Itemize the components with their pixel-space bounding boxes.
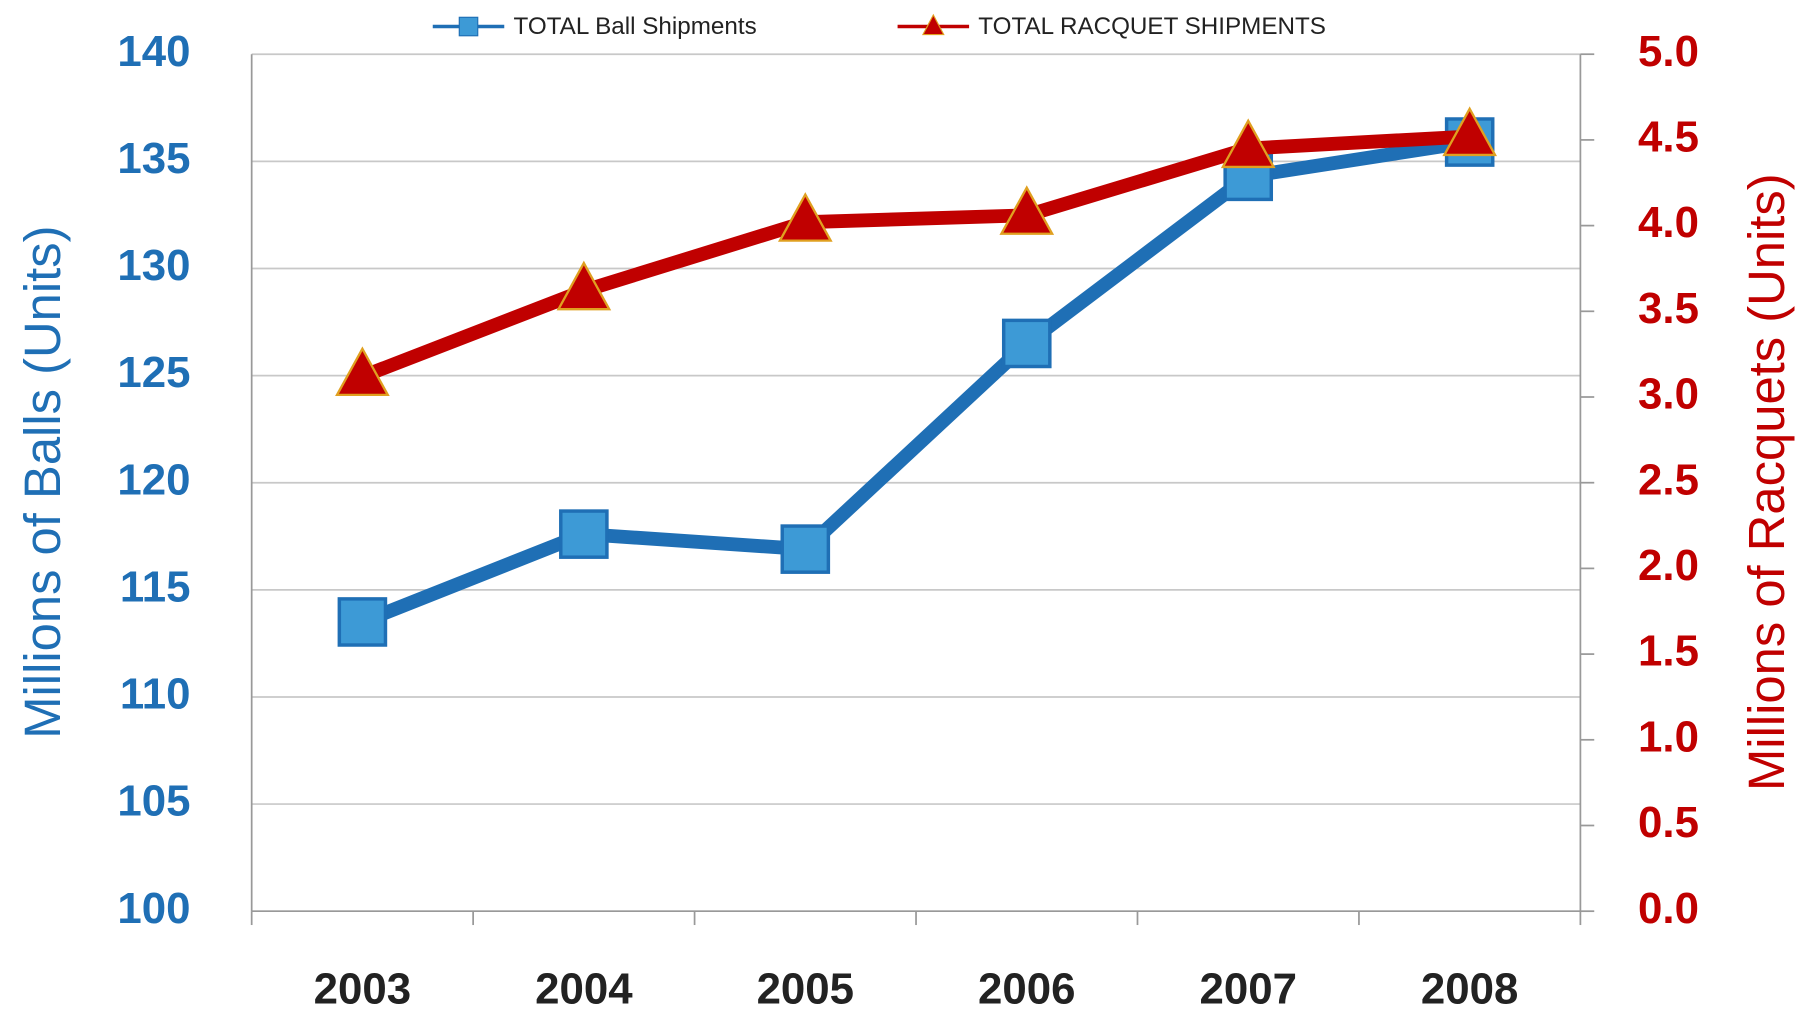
y2-tick-label: 5.0 [1638, 27, 1699, 76]
data-point [337, 597, 388, 647]
y-tick-label: 135 [117, 134, 190, 183]
y2-tick-label: 0.0 [1638, 884, 1699, 933]
data-point [1442, 106, 1497, 157]
data-point [1001, 318, 1052, 369]
data-point [335, 346, 390, 397]
legend-label: TOTAL Ball Shipments [513, 13, 756, 40]
y-tick-label: 130 [117, 241, 190, 290]
series-line [359, 129, 1471, 383]
y-tick-label: 125 [117, 348, 190, 397]
y2-tick-label: 1.5 [1638, 627, 1699, 676]
y2-tick-label: 4.0 [1638, 198, 1699, 247]
y-tick-label: 140 [117, 27, 190, 76]
y-tick-label: 115 [120, 562, 191, 611]
data-point [1220, 118, 1276, 169]
y-tick-label: 105 [117, 777, 190, 826]
y2-tick-label: 3.5 [1638, 284, 1699, 333]
y-tick-label: 100 [117, 884, 190, 933]
y2-tick-label: 0.5 [1638, 798, 1699, 847]
y2-tick-label: 1.0 [1638, 712, 1699, 761]
y-axis-label: Millions of Balls (Units) [14, 226, 71, 739]
y2-tick-label: 4.5 [1638, 112, 1699, 161]
data-point [559, 509, 609, 559]
legend-marker [458, 16, 479, 37]
x-tick-label: 2005 [757, 965, 854, 1014]
data-point [780, 524, 831, 574]
y-tick-label: 110 [120, 670, 191, 719]
x-tick-label: 2004 [535, 965, 633, 1014]
y-tick-label: 120 [117, 455, 190, 504]
data-point [999, 185, 1055, 235]
y2-axis-label: Millions of Racquets (Units) [1738, 173, 1795, 791]
data-point [556, 260, 612, 311]
legend-label: TOTAL RACQUET SHIPMENTS [978, 13, 1326, 40]
x-tick-label: 2008 [1421, 965, 1518, 1014]
x-tick-label: 2003 [314, 965, 411, 1014]
y2-tick-label: 2.5 [1638, 455, 1699, 504]
series-line [359, 135, 1471, 629]
x-tick-label: 2006 [978, 965, 1075, 1014]
y2-tick-label: 3.0 [1638, 370, 1699, 419]
data-point [777, 192, 833, 242]
legend-marker [921, 13, 945, 36]
x-tick-label: 2007 [1199, 965, 1296, 1014]
y2-tick-label: 2.0 [1638, 541, 1699, 590]
